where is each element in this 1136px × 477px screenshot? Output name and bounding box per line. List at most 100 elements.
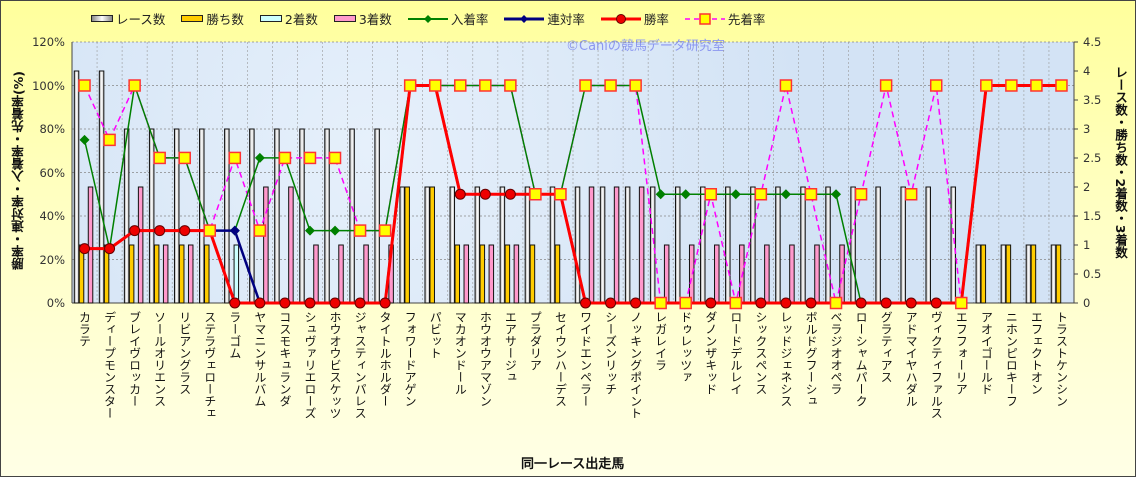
marker-senchaku-rate <box>929 79 943 92</box>
marker-senchaku-rate <box>729 296 743 310</box>
bar-races <box>950 186 957 304</box>
bar-races <box>148 128 155 304</box>
bar-thirds <box>87 186 94 304</box>
marker-senchaku-rate <box>153 151 166 165</box>
marker-senchaku-rate <box>128 79 141 92</box>
bar-races <box>775 186 781 304</box>
bar-wins <box>1030 244 1037 304</box>
bar-wins <box>454 244 461 304</box>
bar-wins <box>204 244 210 304</box>
bar-races <box>649 186 656 304</box>
bar-races <box>449 186 456 304</box>
legend-label: 先着率 <box>727 12 766 27</box>
x-tick-label: ステラヴェローチェ <box>202 311 217 419</box>
marker-win-rate <box>329 297 341 309</box>
marker-win-rate <box>605 297 617 309</box>
marker-win-rate <box>354 297 366 309</box>
bar-races <box>750 186 756 304</box>
marker-senchaku-rate <box>328 151 342 165</box>
x-tick-label: ドゥレッツァ <box>678 311 693 383</box>
x-tick-label: タイトルホルダー <box>378 311 393 407</box>
x-tick-label: レガレイラ <box>653 311 668 371</box>
x-tick-label: ヤマニンサルバム <box>252 311 267 407</box>
marker-place-rate <box>254 152 265 163</box>
marker-win-rate <box>930 297 942 309</box>
bar-thirds <box>137 186 144 304</box>
bar-wins <box>128 244 135 304</box>
bar-thirds <box>263 186 269 304</box>
y-tick-label: 100% <box>32 78 65 93</box>
x-tick-label: ノッキングポイント <box>628 311 643 419</box>
x-axis-label: 同一レース出走馬 <box>521 457 625 472</box>
marker-win-rate <box>254 297 266 309</box>
x-tick-label: ホウオウアマゾン <box>478 311 493 407</box>
bar-races <box>574 186 581 304</box>
bar-races <box>925 186 931 304</box>
circle-line-icon <box>600 13 641 24</box>
marker-win-rate <box>479 188 491 200</box>
x-tick-label: ホウオウビスケッツ <box>328 311 343 419</box>
marker-win-rate <box>454 188 466 200</box>
legend-label: 2着数 <box>284 12 318 27</box>
y-tick-label: 40% <box>39 209 65 223</box>
bar-races <box>975 244 982 304</box>
marker-win-rate <box>780 297 792 309</box>
marker-senchaku-rate <box>278 151 292 165</box>
x-tick-label: エフェクトオン <box>1029 311 1044 395</box>
square-dashed-line-icon <box>684 12 725 25</box>
bar-wins <box>153 244 160 304</box>
bar-races <box>624 186 631 304</box>
y-tick-label: 60% <box>39 165 65 180</box>
legend-label: 3着数 <box>358 12 392 27</box>
x-tick-label: ブレイヴロッカー <box>127 311 142 407</box>
marker-senchaku-rate <box>704 188 718 201</box>
bar-races <box>599 186 606 304</box>
marker-senchaku-rate <box>1030 79 1043 92</box>
x-tick-label: プラダリア <box>528 311 543 371</box>
diamond-line-icon <box>504 14 545 23</box>
marker-win-rate <box>805 297 817 309</box>
bar-thirds <box>187 244 194 304</box>
bar-wins <box>429 186 435 304</box>
bar-races <box>900 186 906 304</box>
marker-place-rate <box>304 225 315 236</box>
legend-item-races: レース数 <box>91 9 165 28</box>
x-tick-label: ボルドグフーシュ <box>803 311 818 407</box>
bar-wins <box>178 244 185 304</box>
bar-thirds <box>488 244 495 304</box>
bar-races <box>725 186 731 304</box>
y-tick-label: 120% <box>32 35 65 49</box>
marker-rentai-rate <box>229 225 240 236</box>
bar-wins <box>404 186 410 304</box>
marker-senchaku-rate <box>203 224 217 237</box>
diamond-line-icon <box>407 14 448 23</box>
marker-senchaku-rate <box>1005 79 1018 92</box>
bar-thirds <box>288 186 294 304</box>
marker-win-rate <box>855 297 867 309</box>
marker-win-rate <box>179 225 191 237</box>
x-tick-label: ジャスティンパレス <box>353 311 368 419</box>
x-tick-label: フォワードアゲン <box>403 311 418 407</box>
bar-thirds <box>363 244 369 304</box>
x-tick-label: マカオンドール <box>453 311 468 395</box>
bar-seconds <box>233 244 240 304</box>
bar-thirds <box>588 186 595 304</box>
bar-thirds <box>789 244 795 304</box>
x-tick-label: ヴィクティファルス <box>929 311 944 419</box>
bar-thirds <box>313 244 319 304</box>
marker-senchaku-rate <box>604 79 617 92</box>
marker-senchaku-rate <box>879 79 893 92</box>
y2-tick-label: 1 <box>1083 238 1091 252</box>
bar-races <box>349 128 355 304</box>
x-tick-label: レッドジェネシス <box>778 311 793 407</box>
legend-label: 勝率 <box>643 12 669 27</box>
marker-senchaku-rate <box>228 151 242 165</box>
marker-senchaku-rate <box>654 296 667 310</box>
marker-senchaku-rate <box>103 133 116 147</box>
bar-races <box>875 186 881 304</box>
bar-wins <box>1055 244 1062 304</box>
y2-tick-label: 4.5 <box>1083 35 1102 49</box>
y2-tick-label: 0 <box>1083 296 1091 310</box>
bar-races <box>850 186 856 304</box>
